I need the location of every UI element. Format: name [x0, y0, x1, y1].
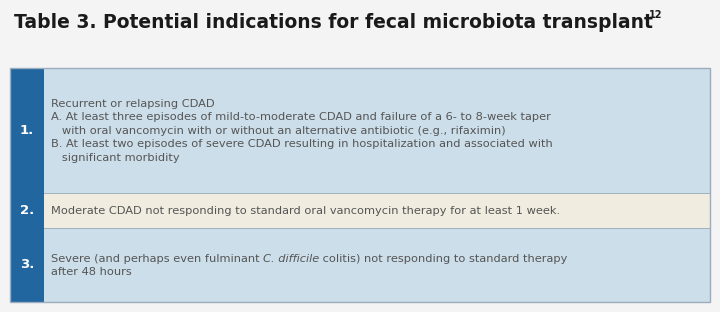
Text: with oral vancomycin with or without an alternative antibiotic (e.g., rifaximin): with oral vancomycin with or without an …	[50, 126, 505, 136]
Text: 3.: 3.	[19, 259, 34, 271]
Text: C. difficile: C. difficile	[263, 253, 319, 264]
Bar	[10, 193, 710, 228]
Text: Moderate CDAD not responding to standard oral vancomycin therapy for at least 1 : Moderate CDAD not responding to standard…	[50, 206, 559, 216]
Text: significant morbidity: significant morbidity	[50, 153, 179, 163]
Bar	[10, 228, 710, 302]
Text: A. At least three episodes of mild-to-moderate CDAD and failure of a 6- to 8-wee: A. At least three episodes of mild-to-mo…	[50, 112, 551, 122]
Text: Table 3. Potential indications for fecal microbiota transplant: Table 3. Potential indications for fecal…	[14, 13, 653, 32]
Bar	[10, 193, 44, 228]
Text: after 48 hours: after 48 hours	[50, 267, 131, 277]
Bar	[10, 228, 44, 302]
Bar	[10, 68, 710, 302]
Bar	[10, 68, 710, 193]
Text: Recurrent or relapsing CDAD: Recurrent or relapsing CDAD	[50, 99, 215, 109]
Text: Severe (and perhaps even fulminant: Severe (and perhaps even fulminant	[50, 253, 263, 264]
Bar	[10, 68, 44, 193]
Text: 2.: 2.	[19, 204, 34, 217]
Text: 1.: 1.	[19, 124, 34, 137]
Text: colitis) not responding to standard therapy: colitis) not responding to standard ther…	[319, 253, 567, 264]
Text: 12: 12	[649, 10, 662, 20]
Text: B. At least two episodes of severe CDAD resulting in hospitalization and associa: B. At least two episodes of severe CDAD …	[50, 139, 552, 149]
